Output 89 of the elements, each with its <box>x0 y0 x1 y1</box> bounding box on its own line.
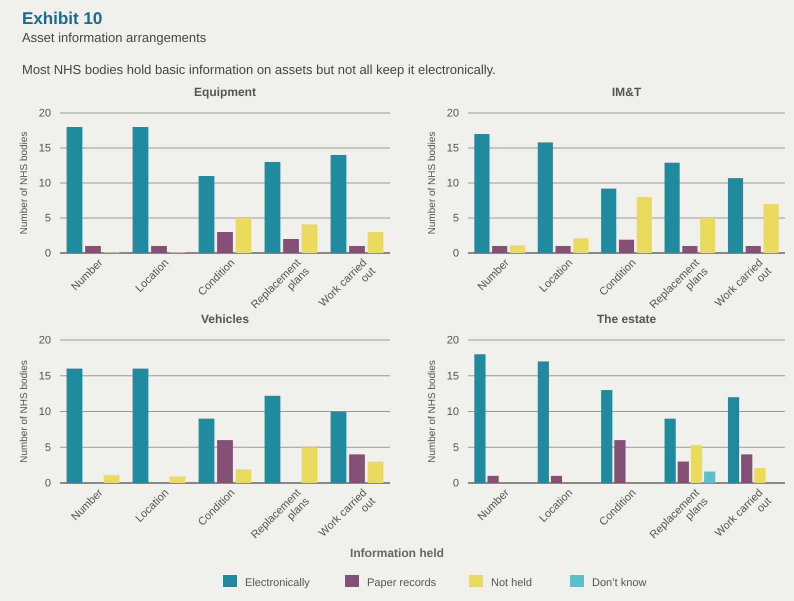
y-tick-label: 0 <box>452 478 459 490</box>
bar <box>728 178 744 253</box>
bar <box>264 396 280 483</box>
bar <box>728 397 740 483</box>
y-tick-label: 5 <box>452 212 459 225</box>
y-tick-label: 10 <box>446 406 459 418</box>
y-axis-title: Number of NHS bodies <box>19 132 30 234</box>
y-tick-label: 5 <box>452 442 459 454</box>
bar <box>682 246 698 253</box>
text: Most NHS bodies hold basic information on assets but not all keep it electronically. <box>22 62 496 77</box>
bar <box>349 454 365 483</box>
bar <box>700 218 716 253</box>
bar <box>510 245 526 253</box>
bar <box>104 475 120 483</box>
bar <box>302 224 318 253</box>
bar <box>601 390 612 483</box>
y-tick-label: 20 <box>38 334 51 347</box>
y-tick-label: 15 <box>38 142 51 155</box>
bar <box>636 197 652 253</box>
chart-title: Equipment <box>194 85 256 99</box>
bar <box>132 127 148 253</box>
y-tick-label: 20 <box>446 334 459 347</box>
bar <box>368 462 384 483</box>
bar <box>264 162 280 253</box>
bar <box>66 127 82 253</box>
y-tick-label: 5 <box>44 212 51 225</box>
bar <box>283 239 299 253</box>
y-tick-label: 15 <box>38 370 51 382</box>
y-tick-label: 10 <box>38 406 51 418</box>
bar <box>614 440 626 483</box>
bar <box>302 447 318 483</box>
bar <box>664 162 680 253</box>
bar <box>601 188 616 253</box>
legend-label: Not held <box>491 577 532 589</box>
y-axis-title: Number of NHS bodies <box>427 360 438 463</box>
bar <box>492 246 508 253</box>
bar <box>690 445 702 483</box>
y-axis-title: Number of NHS bodies <box>19 360 30 463</box>
bar <box>618 240 634 253</box>
legend-label: Paper records <box>367 577 437 589</box>
legend-title: Information held <box>350 546 444 560</box>
y-tick-label: 0 <box>44 248 51 260</box>
y-tick-label: 20 <box>38 108 51 120</box>
bar <box>741 454 752 483</box>
bar <box>198 418 214 483</box>
bar <box>170 476 186 483</box>
text: Exhibit 10 <box>22 9 102 28</box>
bar <box>330 155 346 253</box>
bar <box>217 440 233 483</box>
bar <box>474 354 486 483</box>
bar <box>704 472 716 483</box>
bar <box>368 232 384 253</box>
bar <box>538 361 549 483</box>
bar <box>474 134 490 253</box>
bar <box>132 368 148 483</box>
chart-title: IM&T <box>612 85 642 99</box>
bar <box>573 238 588 253</box>
bar <box>664 418 676 483</box>
y-tick-label: 0 <box>452 248 459 260</box>
bar <box>764 204 779 253</box>
y-tick-label: 15 <box>446 142 459 155</box>
bar <box>330 412 346 483</box>
bar <box>754 468 766 483</box>
bar <box>556 246 571 253</box>
chart-title: The estate <box>596 312 656 326</box>
bar <box>217 232 233 253</box>
bar <box>349 246 365 253</box>
bar <box>538 142 553 253</box>
bar <box>678 462 689 483</box>
bar <box>66 368 82 483</box>
y-tick-label: 0 <box>44 478 51 490</box>
text: Asset information arrangements <box>22 30 207 45</box>
y-axis-title: Number of NHS bodies <box>427 132 438 234</box>
bar <box>488 476 499 483</box>
legend-label: Don’t know <box>592 577 646 589</box>
bar <box>550 476 562 483</box>
bar <box>746 246 761 253</box>
chart-title: Vehicles <box>200 312 250 326</box>
bar <box>151 246 167 253</box>
bar <box>236 469 252 483</box>
bar <box>85 246 101 253</box>
bar <box>236 218 252 253</box>
y-tick-label: 20 <box>446 108 459 120</box>
y-tick-label: 10 <box>38 178 51 190</box>
legend-label: Electronically <box>245 577 310 589</box>
y-tick-label: 10 <box>446 178 459 190</box>
bar <box>198 176 214 253</box>
y-tick-label: 5 <box>44 442 51 454</box>
y-tick-label: 15 <box>446 370 459 382</box>
